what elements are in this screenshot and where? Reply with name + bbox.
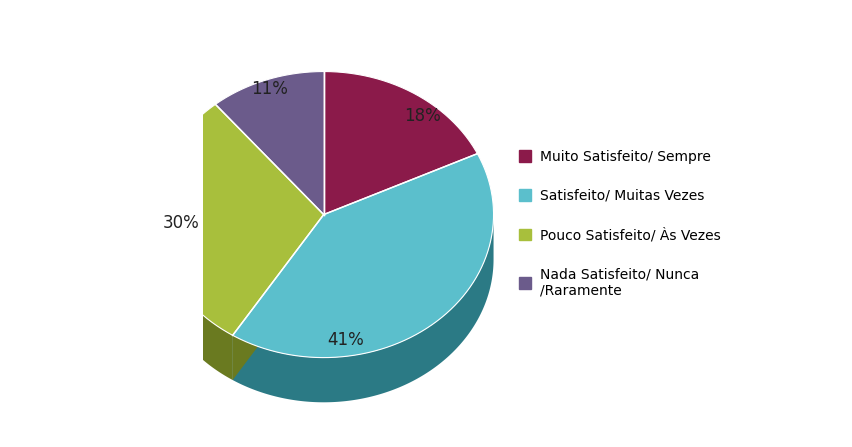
Polygon shape (233, 215, 323, 380)
Text: 30%: 30% (162, 215, 199, 232)
Text: 11%: 11% (251, 80, 288, 98)
Polygon shape (153, 215, 233, 380)
Text: 41%: 41% (327, 331, 364, 349)
Polygon shape (216, 72, 323, 215)
Polygon shape (233, 154, 493, 358)
Polygon shape (153, 104, 323, 335)
Polygon shape (233, 215, 493, 402)
Polygon shape (233, 215, 323, 380)
Text: 18%: 18% (403, 107, 440, 125)
Legend: Muito Satisfeito/ Sempre, Satisfeito/ Muitas Vezes, Pouco Satisfeito/ Às Vezes, : Muito Satisfeito/ Sempre, Satisfeito/ Mu… (518, 150, 719, 297)
Polygon shape (323, 72, 477, 215)
